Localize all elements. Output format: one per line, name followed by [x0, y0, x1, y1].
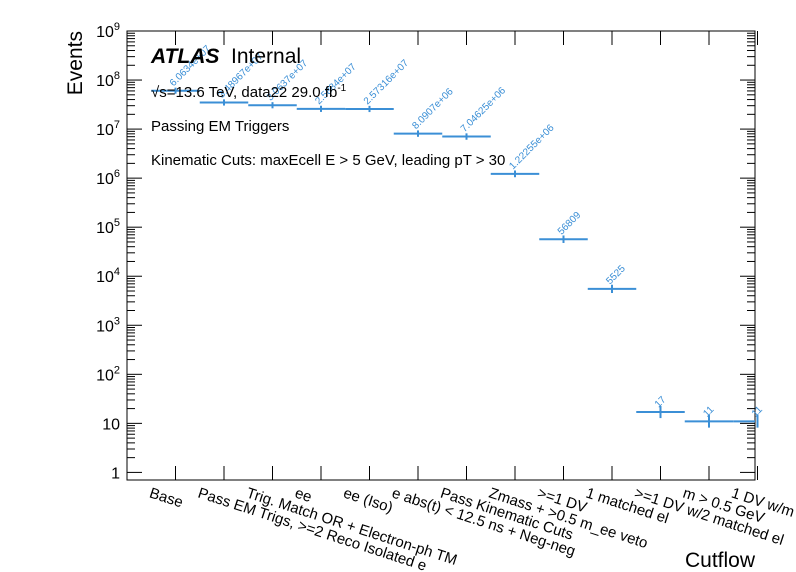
bin-value-label: 2.57316e+07 — [362, 58, 412, 108]
x-axis-ticks — [175, 31, 758, 480]
kinematic-label: Kinematic Cuts: maxEcell E > 5 GeV, lead… — [151, 152, 505, 169]
y-tick-base: 10 — [96, 122, 114, 139]
x-axis-title: Cutflow — [685, 549, 756, 572]
histogram-bin — [587, 284, 637, 293]
bin-value-label: 17 — [653, 394, 669, 410]
y-tick-exponent: 2 — [114, 364, 120, 376]
histogram-bins — [151, 87, 759, 428]
y-tick-exponent: 7 — [114, 119, 120, 131]
lumi-label: √s=13.6 TeV, data22 29.0 fb-1 — [151, 83, 347, 101]
x-tick-label: Base — [147, 485, 185, 512]
y-tick-exponent: 4 — [114, 266, 120, 278]
x-tick-label: ee — [293, 485, 314, 506]
y-tick-exponent: 8 — [114, 70, 120, 82]
bin-value-label: 56809 — [556, 210, 584, 238]
y-tick-label: 10 — [102, 416, 120, 433]
histogram-bin — [539, 235, 588, 243]
y-tick-exponent: 9 — [114, 21, 120, 33]
histogram-bin — [733, 415, 759, 428]
histogram-bin — [151, 87, 200, 94]
lumi-exponent: -1 — [337, 83, 346, 94]
y-tick-exponent: 5 — [114, 217, 120, 229]
histogram-bin — [393, 130, 443, 137]
y-tick-base: 10 — [96, 367, 114, 384]
histogram-bin — [199, 99, 249, 106]
y-tick-label: 102 — [96, 364, 120, 384]
y-tick-label: 104 — [96, 266, 120, 286]
bin-value-label: 8.0907e+06 — [410, 86, 456, 132]
atlas-label: ATLAS — [150, 45, 219, 68]
histogram-bin — [684, 415, 734, 428]
y-tick-base: 10 — [96, 24, 114, 41]
histogram-bin — [345, 105, 394, 113]
bin-value-label: 11 — [750, 404, 765, 419]
x-tick-label: ee (Iso) — [341, 485, 395, 517]
bin-value-label: 11 — [701, 404, 716, 419]
histogram-bin — [248, 102, 297, 109]
bin-value-label: 7.04625e+06 — [459, 85, 509, 135]
y-tick-base: 10 — [96, 220, 114, 237]
lumi-text: √s=13.6 TeV, data22 29.0 fb — [151, 84, 337, 101]
trigger-label: Passing EM Triggers — [151, 118, 289, 135]
atlas-status: Internal — [231, 45, 301, 68]
y-tick-base: 10 — [96, 73, 114, 90]
y-tick-label: 109 — [96, 21, 120, 41]
bin-value-label: 5525 — [604, 263, 628, 287]
y-tick-label: 107 — [96, 119, 120, 139]
histogram-bin — [442, 133, 491, 140]
y-tick-label: 105 — [96, 217, 120, 237]
y-tick-label: 1 — [111, 465, 120, 482]
y-tick-label: 108 — [96, 70, 120, 90]
histogram-bin — [636, 406, 685, 419]
y-tick-label: 106 — [96, 168, 120, 188]
y-tick-base: 10 — [96, 269, 114, 286]
plot-frame — [126, 30, 756, 481]
bin-value-label: 1.22255e+06 — [507, 122, 557, 172]
y-tick-base: 10 — [96, 171, 114, 188]
y-tick-label: 103 — [96, 315, 120, 335]
histogram-bin — [490, 170, 540, 178]
y-tick-exponent: 6 — [114, 168, 120, 180]
y-tick-exponent: 3 — [114, 315, 120, 327]
y-tick-base: 10 — [96, 318, 114, 335]
histogram-bin — [296, 105, 346, 112]
y-axis-title: Events — [64, 31, 87, 95]
